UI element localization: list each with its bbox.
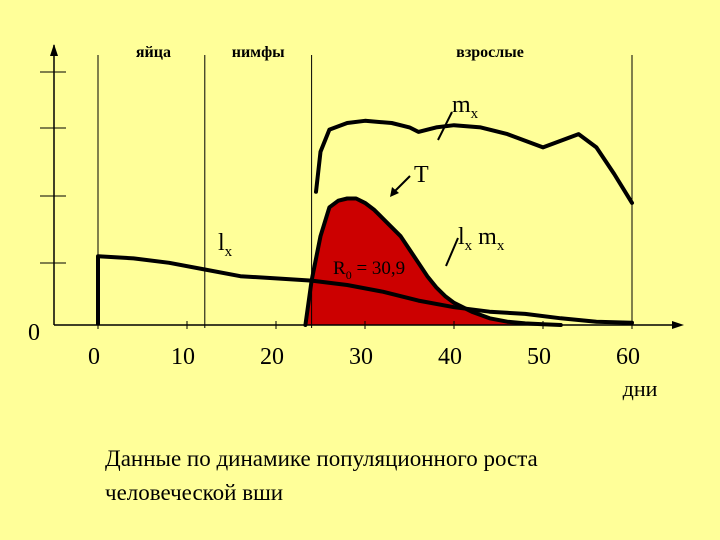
x-axis-unit-label: дни <box>623 376 658 401</box>
lxmx-label-leader <box>445 237 459 267</box>
stage-label: яйца <box>136 44 171 61</box>
mx-label-leader <box>437 111 453 141</box>
x-tick-label: 30 <box>349 344 373 370</box>
lxmx-line <box>303 196 563 327</box>
x-tick-label: 40 <box>438 344 462 370</box>
lxmx-series-label: lx mx <box>458 224 505 254</box>
x-tick-label: 60 <box>616 344 640 370</box>
caption-line-1: Данные по динамике популяционного роста <box>105 446 538 471</box>
x-tick-label: 10 <box>171 344 195 370</box>
lxmx-area-fill <box>305 198 561 325</box>
lx-line <box>96 254 634 325</box>
mx-line <box>314 118 634 205</box>
y-origin-label: 0 <box>28 320 40 346</box>
x-axis-arrow <box>672 321 684 329</box>
caption-line-2: человеческой вши <box>105 480 284 505</box>
figure-caption: Данные по динамике популяционного роста … <box>105 442 705 510</box>
y-axis-arrow <box>50 44 58 56</box>
x-tick-label: 0 <box>88 344 100 370</box>
T-annotation-arrowhead <box>390 187 399 197</box>
mx-series-label: mx <box>452 92 479 122</box>
x-tick-label: 20 <box>260 344 284 370</box>
stage-label: взрослые <box>456 44 524 61</box>
stage-label: нимфы <box>232 44 285 61</box>
R0-annotation: R0 = 30,9 <box>333 258 405 282</box>
x-tick-label: 50 <box>527 344 551 370</box>
lx-series-label: lx <box>218 230 233 260</box>
T-annotation-label: T <box>414 162 429 188</box>
